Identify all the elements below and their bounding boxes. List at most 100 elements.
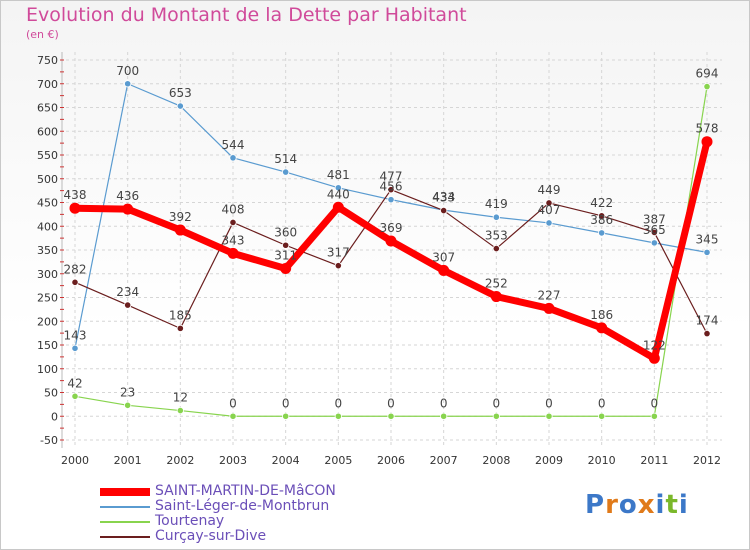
data-label: 0 xyxy=(545,396,553,410)
x-tick-label: 2006 xyxy=(377,454,405,467)
data-label: 653 xyxy=(169,86,192,100)
data-label: 544 xyxy=(222,138,245,152)
data-point xyxy=(492,412,500,420)
data-label: 0 xyxy=(229,396,237,410)
data-label: 0 xyxy=(282,396,290,410)
y-tick-label: 50 xyxy=(44,387,58,400)
data-label: 122 xyxy=(643,338,666,352)
x-tick-label: 2012 xyxy=(693,454,721,467)
data-label: 174 xyxy=(696,314,719,328)
x-tick-label: 2001 xyxy=(114,454,142,467)
data-label: 578 xyxy=(696,122,719,136)
data-point xyxy=(176,406,184,415)
legend-item: Curçay-sur-Dive xyxy=(100,528,400,544)
legend-item: Saint-Léger-de-Montbrun xyxy=(100,498,400,514)
legend: SAINT-MARTIN-DE-MâCON Saint-Léger-de-Mon… xyxy=(100,483,400,544)
data-point xyxy=(227,247,239,259)
data-label: 311 xyxy=(274,249,297,263)
data-point xyxy=(229,412,237,420)
data-label: 0 xyxy=(440,396,448,410)
logo-letter: i xyxy=(678,490,689,520)
data-point xyxy=(648,352,660,364)
x-tick-label: 2000 xyxy=(61,454,89,467)
y-tick-label: 200 xyxy=(37,315,58,328)
data-label: 185 xyxy=(169,308,192,322)
data-point xyxy=(543,302,555,314)
data-label: 360 xyxy=(274,225,297,239)
data-point xyxy=(440,412,448,420)
data-label: 369 xyxy=(380,221,403,235)
y-tick-label: 500 xyxy=(37,173,58,186)
data-point xyxy=(598,212,606,220)
data-point xyxy=(334,262,342,270)
data-label: 436 xyxy=(116,189,139,203)
data-point xyxy=(598,229,606,237)
logo-letter: x xyxy=(637,490,656,520)
data-point xyxy=(282,412,290,420)
x-tick-label: 2007 xyxy=(430,454,458,467)
x-tick-label: 2002 xyxy=(166,454,194,467)
data-point xyxy=(124,301,132,309)
data-label: 386 xyxy=(590,213,613,227)
data-point xyxy=(490,291,502,303)
data-point xyxy=(71,344,79,352)
y-tick-label: 150 xyxy=(37,339,58,352)
data-label: 23 xyxy=(120,385,135,399)
data-point xyxy=(387,196,395,204)
data-label: 422 xyxy=(590,196,613,210)
x-tick-label: 2004 xyxy=(272,454,300,467)
data-point xyxy=(332,201,344,213)
legend-label: Curçay-sur-Dive xyxy=(155,528,267,544)
data-label: 514 xyxy=(274,152,297,166)
y-tick-label: 600 xyxy=(37,125,58,138)
legend-label: SAINT-MARTIN-DE-MâCON xyxy=(155,483,336,499)
x-tick-label: 2008 xyxy=(482,454,510,467)
y-tick-label: 750 xyxy=(37,54,58,67)
data-label: 440 xyxy=(327,187,350,201)
y-tick-label: 700 xyxy=(37,78,58,91)
data-label: 252 xyxy=(485,277,508,291)
data-point xyxy=(598,412,606,420)
data-label: 345 xyxy=(696,232,719,246)
data-label: 353 xyxy=(485,229,508,243)
data-point xyxy=(650,239,658,247)
data-label: 700 xyxy=(116,64,139,78)
x-tick-label: 2009 xyxy=(535,454,563,467)
x-tick-label: 2003 xyxy=(219,454,247,467)
data-point xyxy=(545,199,553,207)
data-label: 481 xyxy=(327,168,350,182)
chart-subtitle: (en €) xyxy=(26,28,59,41)
x-tick-label: 2005 xyxy=(324,454,352,467)
y-tick-label: 250 xyxy=(37,292,58,305)
data-label: 0 xyxy=(387,396,395,410)
data-label: 0 xyxy=(598,396,606,410)
data-label: 42 xyxy=(67,376,82,390)
data-point xyxy=(280,263,292,275)
data-label: 456 xyxy=(380,180,403,194)
data-point xyxy=(701,136,713,148)
data-label: 234 xyxy=(116,285,139,299)
data-point xyxy=(385,235,397,247)
y-tick-label: 550 xyxy=(37,149,58,162)
x-tick-label: 2010 xyxy=(588,454,616,467)
data-label: 186 xyxy=(590,308,613,322)
data-label: 365 xyxy=(643,223,666,237)
logo-letter: P xyxy=(585,490,606,520)
data-point xyxy=(545,219,553,227)
data-label: 12 xyxy=(173,391,188,405)
data-point xyxy=(174,224,186,236)
data-point xyxy=(492,244,500,253)
proxiti-logo: Proxiti xyxy=(585,490,689,520)
data-point xyxy=(229,218,237,227)
data-point xyxy=(124,401,132,409)
y-tick-label: 300 xyxy=(37,268,58,281)
data-label: 434 xyxy=(432,190,455,204)
chart-title: Evolution du Montant de la Dette par Hab… xyxy=(26,4,467,26)
data-label: 392 xyxy=(169,210,192,224)
data-label: 387 xyxy=(643,212,666,226)
logo-letter: i xyxy=(655,490,666,520)
data-label: 143 xyxy=(64,328,87,342)
y-tick-label: 350 xyxy=(37,244,58,257)
